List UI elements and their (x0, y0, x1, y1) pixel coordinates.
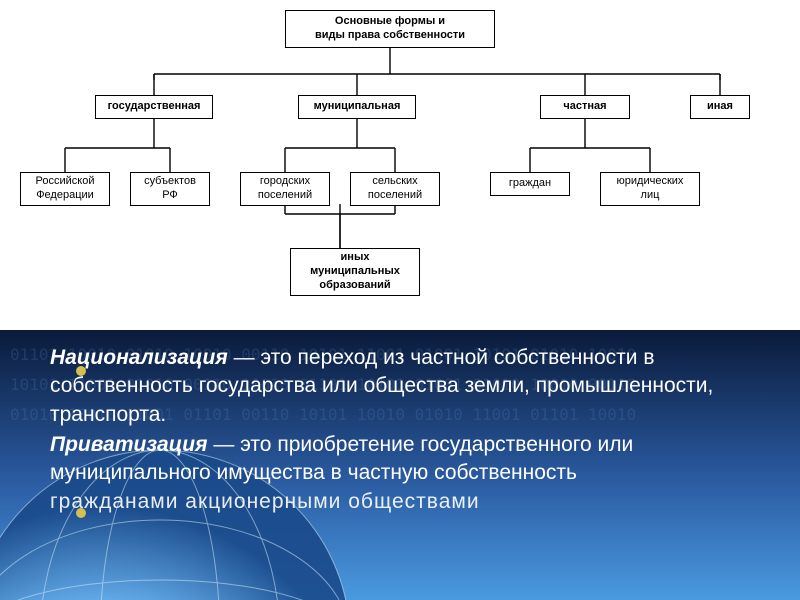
node-rf: РоссийскойФедерации (20, 172, 110, 206)
node-yur: юридическихлиц (600, 172, 700, 206)
nat-term: Национализация (50, 346, 228, 369)
definitions-panel: 01101 10010 01010 10010 00110 10101 1100… (0, 330, 800, 600)
natsionalizatsiya-line: Национализация — это переход из частной … (50, 344, 776, 429)
node-inmun: иных муниципальных образований (290, 248, 420, 296)
node-other: иная (690, 95, 750, 119)
root-l1: Основные формы и (335, 15, 445, 27)
node-mun: муниципальная (298, 95, 416, 119)
node-root: Основные формы и виды права собственност… (285, 10, 495, 48)
cutoff-line: гражданами акционерными обществами (50, 488, 776, 516)
root-l2: виды права собственности (315, 29, 465, 41)
node-sel: сельскихпоселений (350, 172, 440, 206)
definitions-text: Национализация — это переход из частной … (50, 344, 776, 516)
bullet-icon (76, 366, 86, 376)
privatizatsiya-line: Приватизация — это приобретение государс… (50, 431, 776, 488)
priv-term: Приватизация (50, 433, 208, 456)
hierarchy-diagram: Основные формы и виды права собственност… (0, 0, 800, 330)
node-gorod: городскихпоселений (240, 172, 330, 206)
node-subj: субъектовРФ (130, 172, 210, 206)
node-priv: частная (540, 95, 630, 119)
node-grazh: граждан (490, 172, 570, 196)
node-gos: государственная (95, 95, 213, 119)
